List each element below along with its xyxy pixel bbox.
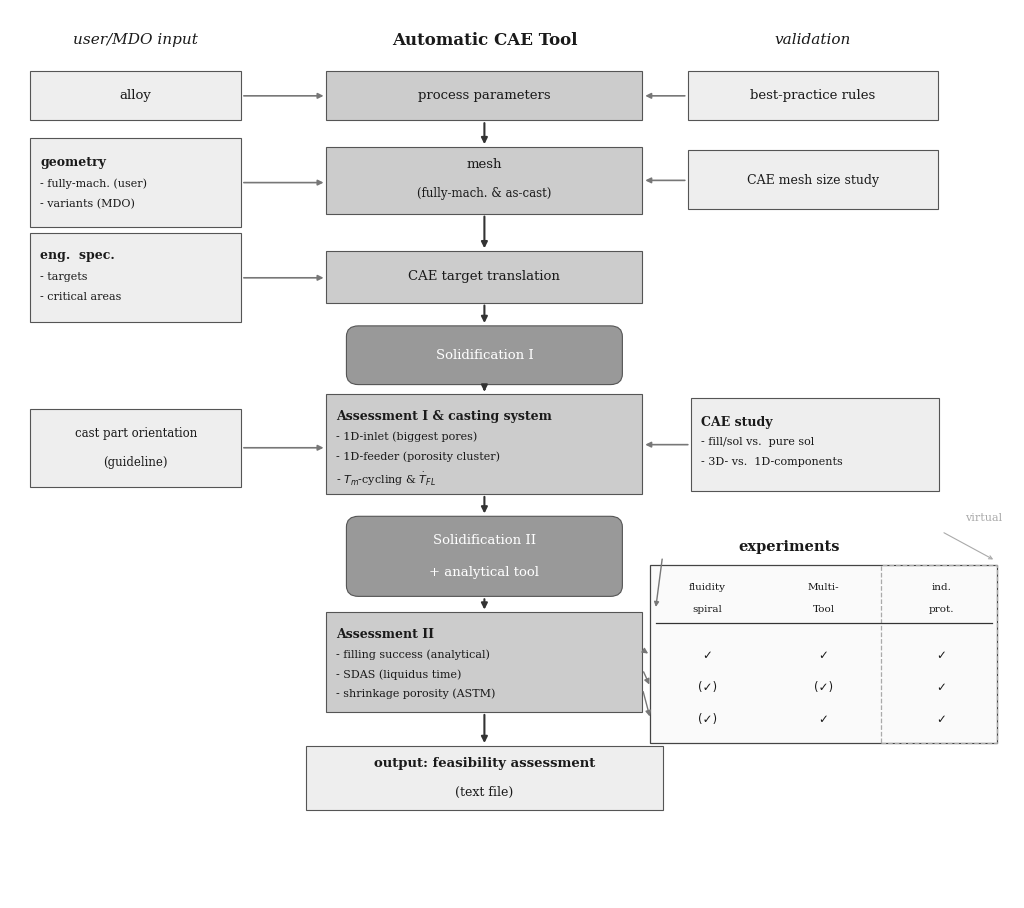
Bar [688, 150, 938, 209]
Text: Multi-: Multi- [808, 583, 840, 592]
Bar [327, 252, 642, 302]
Text: eng.  spec.: eng. spec. [40, 250, 115, 262]
Text: Automatic CAE Tool: Automatic CAE Tool [391, 32, 578, 49]
Bar [327, 147, 642, 213]
Bar [306, 745, 663, 810]
Text: - $T_m$-cycling & $\dot{T}_{FL}$: - $T_m$-cycling & $\dot{T}_{FL}$ [336, 471, 436, 489]
Text: - variants (MDO): - variants (MDO) [40, 199, 135, 209]
Text: CAE study: CAE study [700, 416, 772, 429]
Text: output: feasibility assessment: output: feasibility assessment [374, 757, 595, 770]
Text: cast part orientation: cast part orientation [75, 427, 197, 440]
Bar [690, 398, 939, 491]
Text: (✓): (✓) [698, 681, 717, 694]
Bar [688, 72, 938, 120]
Text: mesh: mesh [467, 158, 502, 171]
Text: validation: validation [775, 34, 851, 47]
Text: alloy: alloy [120, 89, 152, 103]
Text: Assessment I & casting system: Assessment I & casting system [336, 410, 552, 423]
Bar [650, 565, 996, 743]
Text: (guideline): (guideline) [103, 456, 168, 469]
Bar [31, 409, 241, 487]
Text: best-practice rules: best-practice rules [751, 89, 876, 103]
Text: - fully-mach. (user): - fully-mach. (user) [40, 178, 147, 189]
Text: prot.: prot. [929, 606, 954, 615]
Text: - critical areas: - critical areas [40, 292, 122, 302]
Text: CAE mesh size study: CAE mesh size study [746, 173, 880, 187]
Bar [327, 394, 642, 494]
Text: (text file): (text file) [456, 785, 513, 799]
Bar [31, 233, 241, 322]
Text: Tool: Tool [812, 606, 835, 615]
Text: ✓: ✓ [818, 648, 828, 662]
Text: - shrinkage porosity (ASTM): - shrinkage porosity (ASTM) [336, 689, 496, 699]
Text: virtual: virtual [965, 512, 1001, 522]
Text: - 1D-inlet (biggest pores): - 1D-inlet (biggest pores) [336, 431, 477, 442]
Text: ✓: ✓ [818, 713, 828, 725]
Text: ✓: ✓ [936, 713, 946, 725]
Text: - 1D-feeder (porosity cluster): - 1D-feeder (porosity cluster) [336, 451, 501, 462]
Text: fluidity: fluidity [689, 583, 726, 592]
Text: CAE target translation: CAE target translation [409, 271, 560, 283]
Bar [31, 138, 241, 227]
Text: (✓): (✓) [814, 681, 834, 694]
Bar [31, 72, 241, 120]
Text: + analytical tool: + analytical tool [429, 566, 540, 578]
Bar [881, 565, 996, 743]
Text: (✓): (✓) [698, 713, 717, 725]
Text: Assessment II: Assessment II [336, 628, 434, 641]
Text: experiments: experiments [738, 539, 840, 554]
Text: ✓: ✓ [936, 648, 946, 662]
Text: ind.: ind. [932, 583, 951, 592]
Text: Solidification I: Solidification I [435, 349, 534, 361]
Text: Solidification II: Solidification II [433, 534, 536, 547]
Text: - filling success (analytical): - filling success (analytical) [336, 650, 490, 660]
Text: (fully-mach. & as-cast): (fully-mach. & as-cast) [417, 187, 552, 201]
Text: process parameters: process parameters [418, 89, 551, 103]
Text: user/MDO input: user/MDO input [74, 34, 198, 47]
Text: - fill/sol vs.  pure sol: - fill/sol vs. pure sol [700, 437, 814, 447]
FancyBboxPatch shape [346, 517, 623, 597]
Text: ✓: ✓ [702, 648, 713, 662]
Text: - SDAS (liquidus time): - SDAS (liquidus time) [336, 669, 462, 680]
Text: - 3D- vs.  1D-components: - 3D- vs. 1D-components [700, 457, 843, 467]
Text: spiral: spiral [692, 606, 723, 615]
Bar [327, 72, 642, 120]
Text: - targets: - targets [40, 271, 88, 281]
Bar [327, 612, 642, 712]
Text: geometry: geometry [40, 156, 106, 169]
Text: ✓: ✓ [936, 681, 946, 694]
FancyBboxPatch shape [346, 326, 623, 385]
